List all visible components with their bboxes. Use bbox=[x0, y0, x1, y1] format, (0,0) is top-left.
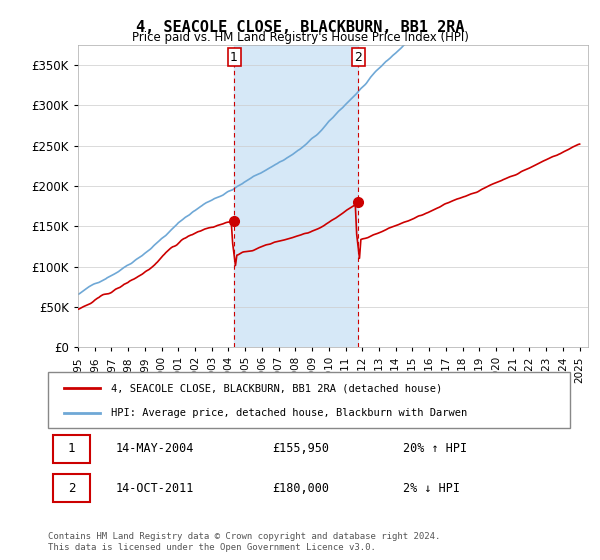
Text: £155,950: £155,950 bbox=[272, 442, 329, 455]
Text: £180,000: £180,000 bbox=[272, 482, 329, 494]
FancyBboxPatch shape bbox=[53, 435, 90, 463]
Text: 2% ↓ HPI: 2% ↓ HPI bbox=[403, 482, 460, 494]
Text: 14-MAY-2004: 14-MAY-2004 bbox=[116, 442, 194, 455]
Text: 4, SEACOLE CLOSE, BLACKBURN, BB1 2RA (detached house): 4, SEACOLE CLOSE, BLACKBURN, BB1 2RA (de… bbox=[110, 383, 442, 393]
Text: 20% ↑ HPI: 20% ↑ HPI bbox=[403, 442, 467, 455]
Text: 2: 2 bbox=[354, 51, 362, 64]
Text: HPI: Average price, detached house, Blackburn with Darwen: HPI: Average price, detached house, Blac… bbox=[110, 408, 467, 418]
Text: 4, SEACOLE CLOSE, BLACKBURN, BB1 2RA: 4, SEACOLE CLOSE, BLACKBURN, BB1 2RA bbox=[136, 20, 464, 35]
Text: Contains HM Land Registry data © Crown copyright and database right 2024.
This d: Contains HM Land Registry data © Crown c… bbox=[48, 532, 440, 552]
FancyBboxPatch shape bbox=[48, 372, 570, 428]
FancyBboxPatch shape bbox=[53, 474, 90, 502]
Text: 14-OCT-2011: 14-OCT-2011 bbox=[116, 482, 194, 494]
Bar bbox=[234, 45, 358, 347]
Text: 1: 1 bbox=[68, 442, 75, 455]
Text: Price paid vs. HM Land Registry's House Price Index (HPI): Price paid vs. HM Land Registry's House … bbox=[131, 31, 469, 44]
Text: 1: 1 bbox=[230, 51, 238, 64]
Text: 2: 2 bbox=[68, 482, 75, 494]
